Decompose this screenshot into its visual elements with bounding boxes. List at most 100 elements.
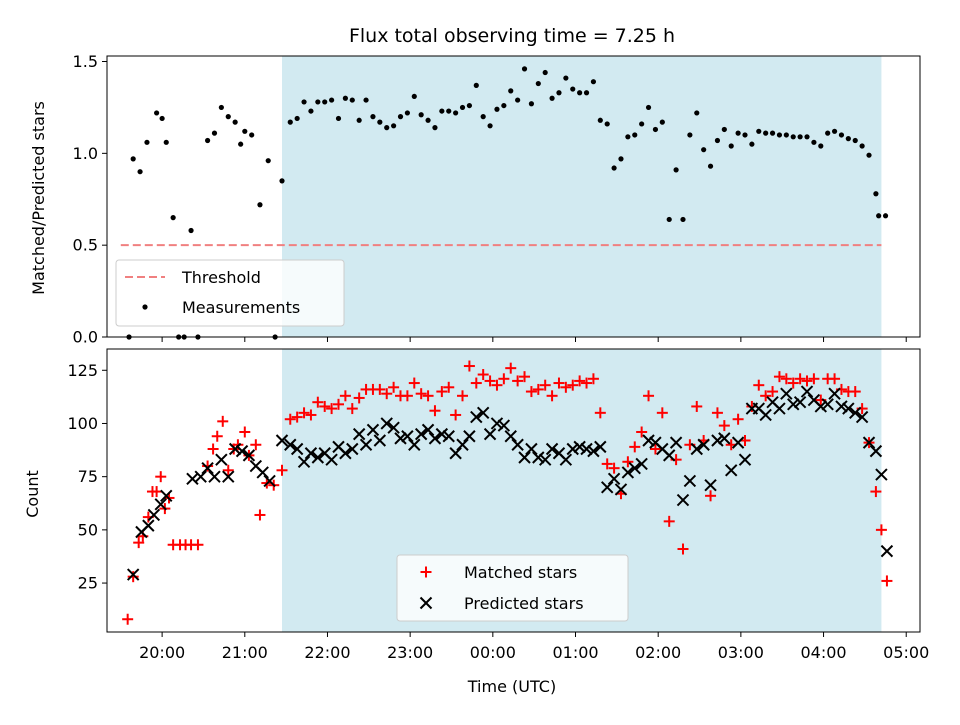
- matched-star-point: [622, 456, 634, 468]
- cross-b: [511, 438, 524, 451]
- predicted-star-point: [828, 387, 841, 400]
- cross-b: [380, 417, 393, 430]
- matched-star-point: [477, 369, 489, 381]
- cross-b: [580, 442, 593, 456]
- predicted-star-point: [538, 453, 552, 466]
- cross-b: [656, 442, 669, 456]
- matched-star-point: [656, 407, 668, 419]
- predicted-star-point: [835, 400, 848, 413]
- predicted-star-point: [449, 447, 462, 460]
- top-y-tick-label: 1.5: [73, 52, 98, 71]
- measurement-point: [287, 119, 293, 125]
- cross-b: [290, 442, 304, 456]
- matched-star-point: [151, 486, 163, 498]
- predicted-star-point: [456, 438, 469, 451]
- cross-b: [352, 427, 366, 441]
- matched-star-point: [326, 403, 338, 415]
- predicted-star-point: [497, 419, 511, 432]
- cross-b: [600, 481, 614, 494]
- measurement-point: [742, 132, 748, 138]
- cross-b: [766, 395, 779, 409]
- predicted-star-point: [408, 438, 421, 451]
- measurement-point: [432, 125, 438, 131]
- matched-star-point: [649, 443, 661, 455]
- predicted-star-point: [311, 451, 325, 464]
- x-axis-label: Time (UTC): [467, 677, 556, 696]
- predicted-star-point: [875, 468, 888, 481]
- matched-star-point: [732, 413, 744, 425]
- measurement-point: [404, 110, 410, 116]
- matched-star-point: [587, 373, 599, 385]
- cross-b: [573, 440, 586, 454]
- measurement-point: [459, 104, 466, 111]
- cross-b: [614, 483, 628, 496]
- predicted-star-point: [773, 402, 786, 415]
- measurement-point: [294, 115, 300, 122]
- bottom-y-tick-label: 125: [67, 361, 98, 380]
- predicted-star-point: [463, 430, 476, 443]
- cross-b: [222, 470, 235, 483]
- measurement-point: [763, 130, 769, 136]
- cross-b: [284, 438, 297, 451]
- predicted-star-point: [235, 444, 249, 458]
- matched-star-point: [574, 375, 586, 387]
- measurement-point: [707, 163, 714, 169]
- matched-star-point: [276, 464, 288, 476]
- predicted-star-point: [228, 442, 242, 456]
- legend-matched-label: Matched stars: [464, 563, 577, 582]
- measurement-point: [632, 132, 638, 138]
- matched-star-point: [553, 377, 565, 389]
- cross-b: [346, 442, 359, 456]
- cross-b: [311, 451, 325, 464]
- measurement-point: [542, 69, 548, 76]
- matched-star-point: [560, 381, 572, 393]
- cross-b: [421, 423, 435, 437]
- cross-b: [718, 432, 731, 445]
- measurement-point: [349, 97, 355, 103]
- matched-star-point: [753, 379, 765, 391]
- predicted-star-point: [387, 421, 400, 434]
- measurement-point: [329, 97, 335, 103]
- measurement-point: [659, 119, 665, 125]
- measurement-point: [188, 227, 194, 234]
- predicted-star-point: [352, 427, 366, 441]
- matched-star-point: [291, 411, 303, 423]
- predicted-star-point: [566, 442, 579, 456]
- cross-b: [194, 470, 207, 483]
- cross-b: [793, 395, 807, 409]
- cross-b: [532, 451, 545, 464]
- matched-star-point: [232, 439, 244, 451]
- cross-b: [566, 442, 579, 456]
- matched-star-point: [705, 490, 717, 502]
- matched-star-point: [450, 409, 462, 421]
- predicted-star-point: [869, 444, 883, 458]
- matched-star-point: [284, 413, 296, 425]
- predicted-star-point: [594, 440, 607, 454]
- measurement-point: [425, 117, 431, 123]
- chart-title: Flux total observing time = 7.25 h: [349, 25, 675, 47]
- measurement-point: [154, 110, 160, 116]
- predicted-star-point: [787, 398, 800, 411]
- matched-star-point: [353, 392, 365, 404]
- predicted-star-point: [194, 470, 207, 483]
- measurement-point: [356, 117, 362, 123]
- cross-b: [428, 432, 442, 445]
- measurement-point: [618, 156, 624, 162]
- measurement-point: [130, 156, 136, 162]
- measurement-point: [508, 88, 514, 94]
- predicted-star-point: [683, 474, 697, 488]
- cross-b: [332, 440, 345, 454]
- matched-star-point: [691, 400, 703, 412]
- measurement-point: [453, 110, 459, 116]
- matched-star-point: [374, 383, 386, 395]
- predicted-star-point: [256, 466, 269, 479]
- top-panel: 0.0 0.5 1.0 1.5 Threshold Measurements: [73, 52, 921, 347]
- matched-star-point: [222, 464, 234, 476]
- measurement-point: [721, 126, 727, 133]
- cross-b: [559, 453, 573, 466]
- measurement-point: [494, 106, 500, 112]
- matched-star-point: [122, 613, 134, 625]
- legend-measurement-label: Measurements: [182, 298, 300, 317]
- predicted-star-point: [725, 464, 738, 477]
- predicted-star-point: [663, 449, 676, 462]
